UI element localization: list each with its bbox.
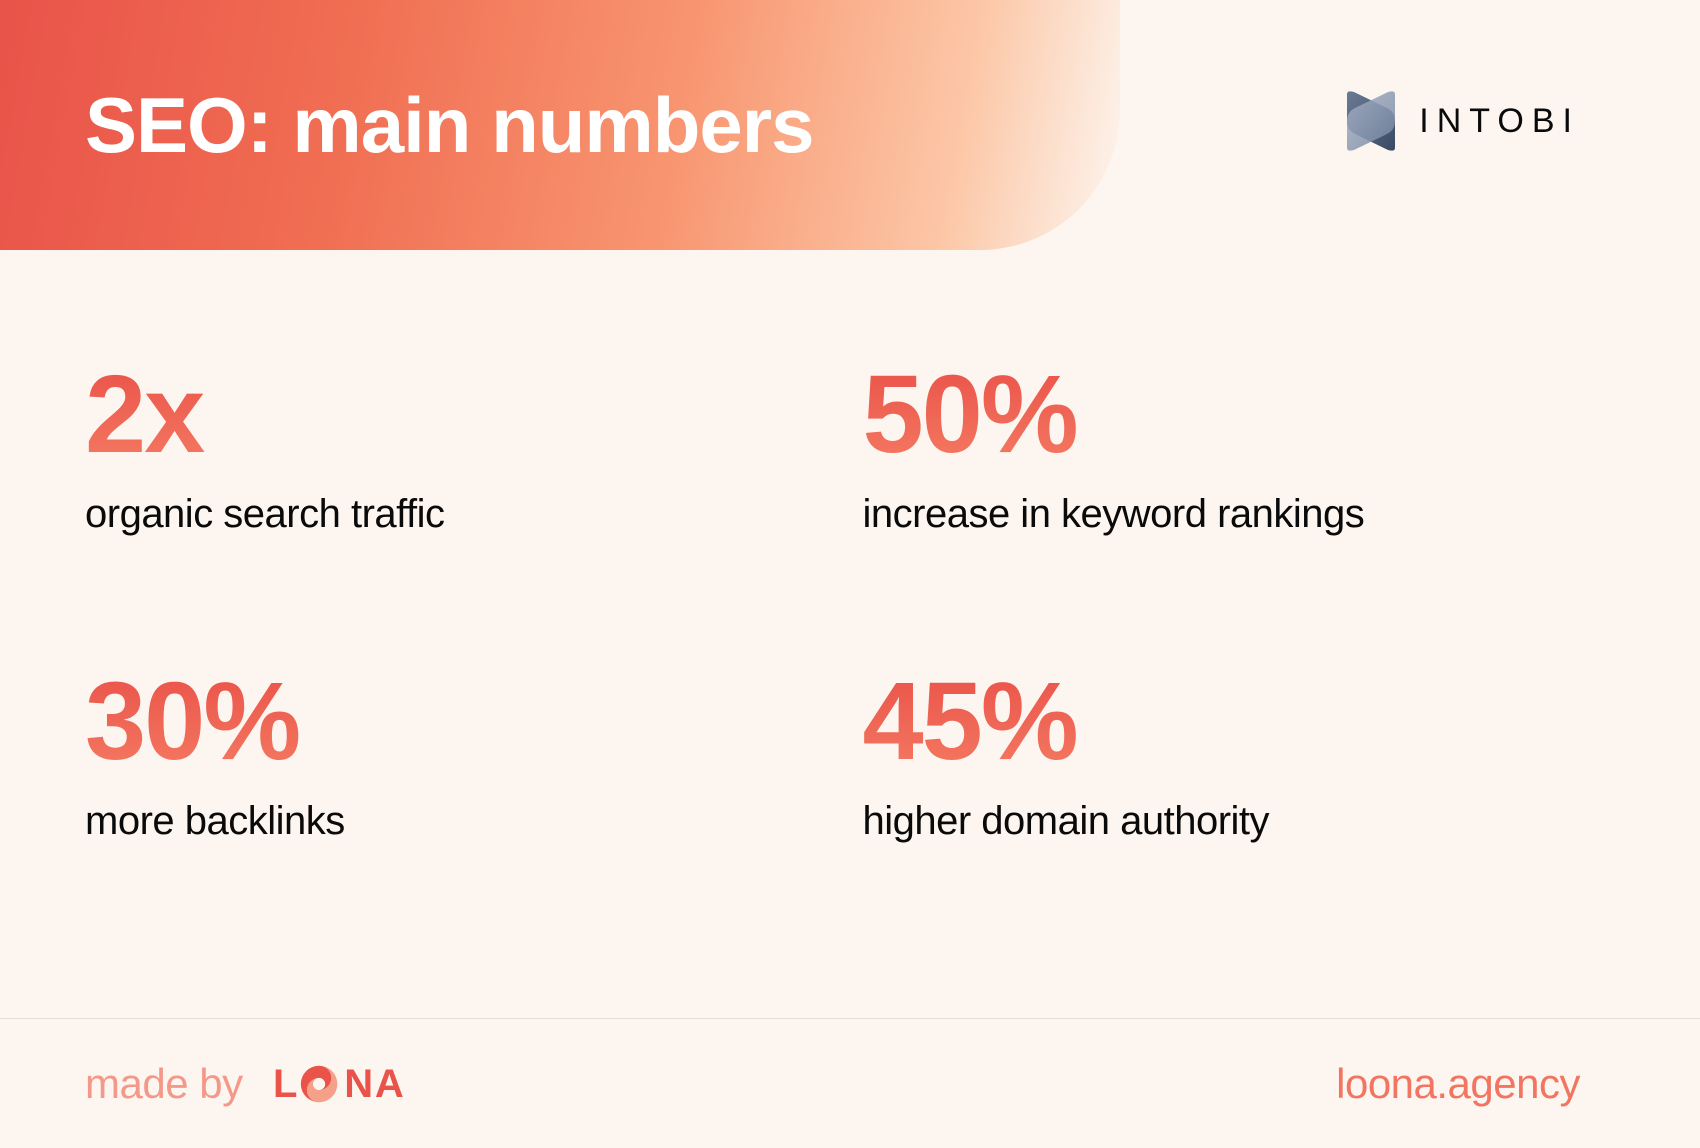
stat-value: 45% [863,667,1581,777]
stat-item: 45% higher domain authority [863,667,1581,844]
stat-value: 50% [863,360,1581,470]
stat-label: increase in keyword rankings [863,492,1581,537]
stat-item: 30% more backlinks [85,667,803,844]
loona-logo-icon: L NA [273,1059,473,1109]
stat-item: 50% increase in keyword rankings [863,360,1581,537]
svg-text:NA: NA [344,1062,405,1106]
stat-label: more backlinks [85,799,803,844]
brand-name: INTOBI [1419,102,1580,141]
svg-text:L: L [273,1062,299,1106]
stat-value: 30% [85,667,803,777]
brand-logo: INTOBI [1339,90,1580,152]
intobi-logo-icon [1339,90,1401,152]
made-by-text: made by [85,1060,243,1108]
stat-label: higher domain authority [863,799,1581,844]
footer-url: loona.agency [1336,1060,1580,1108]
footer-credit: made by L NA [85,1059,473,1109]
header-banner: SEO: main numbers [0,0,1120,250]
page-title: SEO: main numbers [85,80,814,171]
stat-value: 2x [85,360,803,470]
stat-label: organic search traffic [85,492,803,537]
footer: made by L NA loona.agency [0,1018,1700,1148]
stats-grid: 2x organic search traffic 50% increase i… [0,250,1700,844]
stat-item: 2x organic search traffic [85,360,803,537]
